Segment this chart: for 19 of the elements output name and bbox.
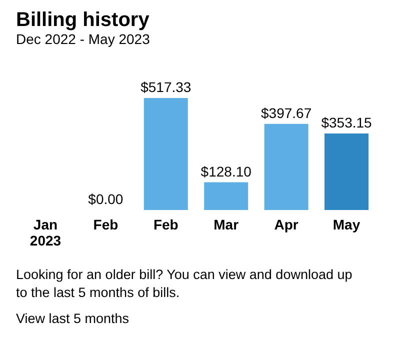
x-tick-label: Apr (274, 216, 299, 232)
text: View last 5 months (16, 311, 130, 326)
bar (324, 134, 368, 210)
x-tick-label: Feb (93, 216, 118, 232)
x-tick-label: Feb (153, 216, 178, 232)
bar (144, 98, 188, 210)
data-label: $517.33 (140, 79, 192, 95)
x-tick-label: Jan 2023 (30, 216, 62, 248)
bar (204, 182, 248, 210)
data-label: $0.00 (88, 191, 124, 207)
x-tick-label: May (332, 216, 360, 232)
chart-title: Billing history (16, 9, 150, 31)
bar (264, 124, 308, 210)
data-label: $397.67 (260, 104, 312, 121)
text: Looking for an older bill? You can view and download up to the last 5 months of bills. (16, 267, 352, 300)
chart-subtitle: Dec 2022 - May 2023 (16, 31, 150, 47)
data-label: $353.15 (321, 114, 372, 131)
x-tick-label: Mar (214, 216, 240, 232)
data-label: $128.10 (200, 163, 252, 180)
